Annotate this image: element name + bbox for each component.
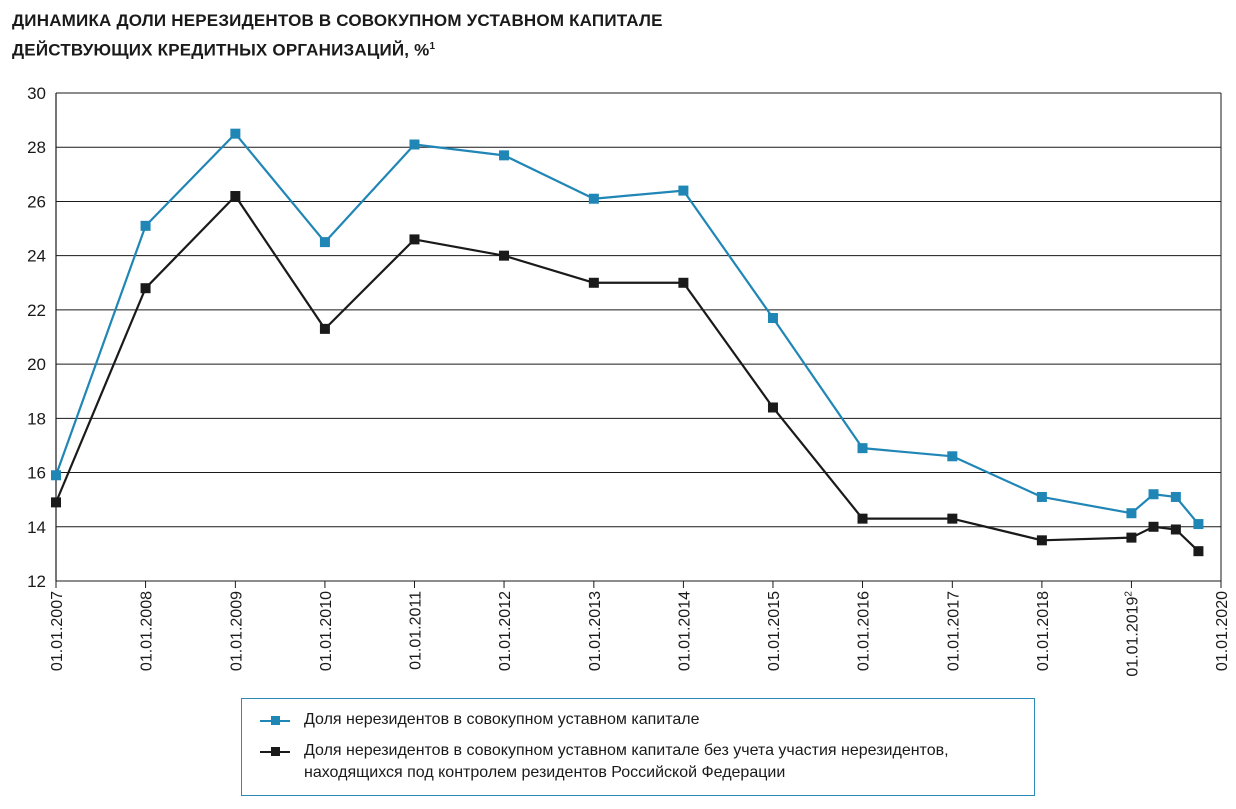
series-2-point [319,323,330,334]
series-2-point [1036,535,1047,546]
chart-title-line2: ДЕЙСТВУЮЩИХ КРЕДИТНЫХ ОРГАНИЗАЦИЙ, %1 [12,34,663,64]
y-tick-label: 26 [27,192,46,211]
series-1-point [1126,508,1137,519]
grid-lines [55,92,1222,582]
x-tick-label: 01.01.2011 [407,591,424,670]
series-2-point [947,513,958,524]
series-2-point [409,234,420,245]
series-2-point [1126,532,1137,543]
series-1-point [947,451,958,462]
series-1-point [678,185,689,196]
x-tick-label: 01.01.2008 [139,591,156,671]
y-tick-label: 14 [27,518,46,537]
series-2-point [499,250,510,261]
x-tick-label: 01.01.2013 [587,591,604,671]
series-2 [51,191,1204,557]
series-1-point [140,220,151,231]
legend-marker-series1 [260,716,290,725]
y-tick-label: 20 [27,355,46,374]
series-1-point [1148,489,1159,500]
x-tick-label: 01.01.2017 [945,591,962,671]
series-2-point [51,497,61,508]
legend: Доля нерезидентов в совокупном уставном … [241,698,1035,796]
x-tick-label: 01.01.2014 [676,591,693,671]
x-tick-label: 01.01.2012 [497,591,514,671]
series-1-point [857,443,868,454]
x-tick-label: 01.01.2007 [49,591,66,671]
series-2-point [588,277,599,288]
series-2-point [767,402,778,413]
x-tick-label: 01.01.2015 [766,591,783,671]
series-2-point [1193,546,1204,557]
series-2-point [140,283,151,294]
series-2-line [54,194,1200,552]
x-axis: 01.01.2007 01.01.2008 01.01.2009 01.01.2010… [49,581,1231,677]
series-1-point [1036,491,1047,502]
series-1-point [1170,491,1181,502]
y-axis: 12 14 16 18 20 22 24 26 28 30 [27,84,46,591]
series-2-point [1170,524,1181,535]
series-1-point [51,470,61,481]
chart-title: ДИНАМИКА ДОЛИ НЕРЕЗИДЕНТОВ В СОВОКУПНОМ … [12,8,663,64]
chart-title-footnote: 1 [429,41,436,52]
legend-label-series2: Доля нерезидентов в совокупном уставном … [304,740,949,784]
series-1-point [230,128,241,139]
series-1-point [1193,519,1204,530]
series-1-point [319,237,330,248]
x-tick-label: 01.01.2018 [1035,591,1052,671]
x-tick-label: 01.01.2020 [1214,591,1231,671]
legend-label-series1: Доля нерезидентов в совокупном уставном … [304,711,700,728]
legend-label-series2-line2: находящихся под контролем резидентов Рос… [304,764,786,781]
x-tick-footnote: 2 [1123,591,1134,597]
series-2-point [857,513,868,524]
series-group [51,128,1204,557]
series-1 [51,128,1204,530]
series-1-point [499,150,510,161]
series-1-point [767,313,778,324]
y-tick-label: 28 [27,138,46,157]
y-tick-label: 18 [27,409,46,428]
series-2-point [230,191,241,202]
series-2-point [678,277,689,288]
chart-title-line1: ДИНАМИКА ДОЛИ НЕРЕЗИДЕНТОВ В СОВОКУПНОМ … [12,11,663,30]
legend-label-series2-line1: Доля нерезидентов в совокупном уставном … [304,742,949,759]
x-tick-label: 01.01.2010 [318,591,335,671]
chart-title-line2-text: ДЕЙСТВУЮЩИХ КРЕДИТНЫХ ОРГАНИЗАЦИЙ, % [12,40,430,60]
series-2-point [1148,521,1159,532]
y-tick-label: 24 [27,247,46,266]
y-tick-label: 22 [27,301,46,320]
series-1-point [409,139,420,150]
series-1-point [588,193,599,204]
x-tick-label: 01.01.2009 [228,591,245,671]
y-tick-label: 16 [27,464,46,483]
series-1-line [54,132,1200,525]
x-tick-label: 01.01.20192 [1123,591,1141,677]
y-tick-label: 12 [27,572,46,591]
legend-marker-series2 [260,747,290,756]
x-tick-label: 01.01.2016 [856,591,873,671]
y-tick-label: 30 [27,84,46,103]
